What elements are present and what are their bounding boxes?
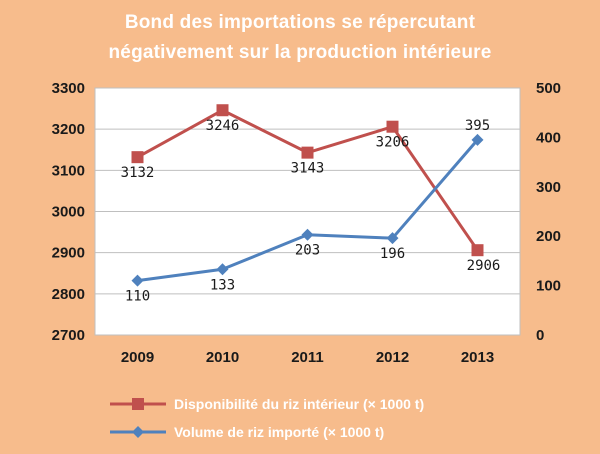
data-label: 110 [125,289,150,305]
legend-label-2: Volume de riz importé (× 1000 t) [174,424,384,440]
series-1-marker [131,151,144,164]
left-axis-tick-label: 3300 [52,80,85,97]
x-axis-tick-label: 2011 [291,349,324,366]
left-axis-tick-label: 3200 [52,121,85,138]
data-label: 2906 [467,258,501,274]
series-1-marker [471,244,484,257]
data-label: 203 [295,243,320,259]
data-label: 3143 [291,161,325,177]
x-axis-tick-label: 2010 [206,349,239,366]
right-axis-tick-label: 500 [536,80,561,97]
right-axis-tick-label: 200 [536,228,561,245]
legend-label-1: Disponibilité du riz intérieur (× 1000 t… [174,396,424,412]
data-label: 196 [380,246,405,262]
data-label: 133 [210,277,235,293]
left-axis-tick-label: 2800 [52,286,85,303]
data-label: 3246 [206,118,240,134]
series-1-marker [216,104,229,117]
x-axis-tick-label: 2012 [376,349,409,366]
data-label: 3132 [121,165,155,181]
series-2-marker [216,263,229,276]
series-1-marker [301,146,314,159]
legend-marker-2 [132,426,144,438]
left-axis-tick-label: 3000 [52,204,85,221]
right-axis-tick-label: 300 [536,179,561,196]
right-axis-tick-label: 0 [536,327,544,344]
series-2-marker [131,274,144,287]
series-2-marker [301,228,314,241]
chart-title-line-2: négativement sur la production intérieur… [108,42,492,63]
data-label: 395 [465,118,490,134]
right-axis-tick-label: 100 [536,278,561,295]
left-axis-tick-label: 2700 [52,327,85,344]
left-axis-tick-label: 2900 [52,245,85,262]
series-1-marker [386,120,399,133]
right-axis-tick-label: 400 [536,129,561,146]
legend-marker-1 [132,398,144,410]
data-label: 3206 [376,135,410,151]
left-axis-tick-label: 3100 [52,162,85,179]
x-axis-tick-label: 2013 [461,349,494,366]
x-axis-tick-label: 2009 [121,349,154,366]
series-2-marker [386,232,399,245]
chart-title-line-1: Bond des importations se répercutant [124,12,476,33]
series-2-marker [471,133,484,146]
